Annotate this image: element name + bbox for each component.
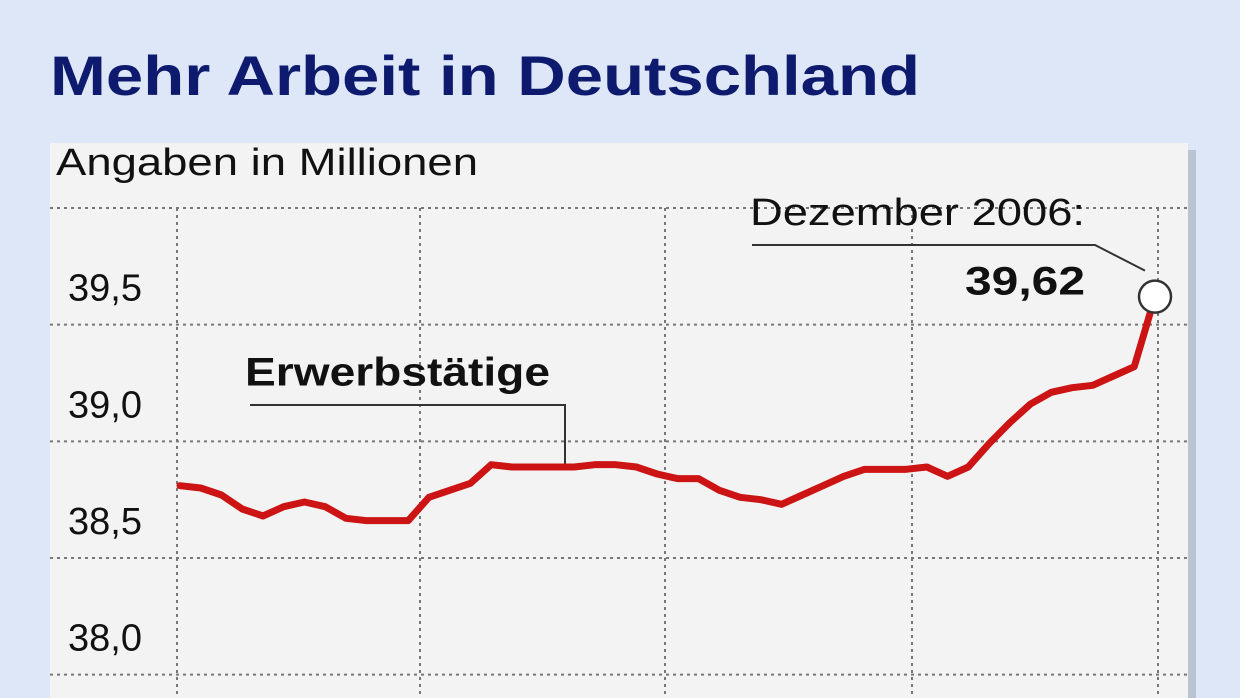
chart-title: Mehr Arbeit in Deutschland	[50, 44, 920, 107]
series-label: Erwerbstätige	[245, 351, 550, 395]
panel-shadow	[1188, 150, 1196, 698]
panel	[50, 143, 1188, 698]
end-marker	[1137, 279, 1173, 314]
vertical-grid	[50, 207, 1188, 698]
data-line	[176, 293, 1159, 525]
y-tick-label: 38,0	[68, 618, 142, 660]
leader-line	[752, 244, 1146, 272]
y-tick-label: 39,5	[68, 268, 142, 310]
y-tick-label: 38,5	[68, 501, 142, 543]
chart-subtitle: Angaben in Millionen	[56, 142, 478, 184]
value-label: 39,62	[965, 260, 1085, 304]
leader-line	[250, 404, 566, 467]
y-tick-label: 39,0	[68, 384, 142, 426]
annotation: Dezember 2006:	[750, 192, 1085, 234]
